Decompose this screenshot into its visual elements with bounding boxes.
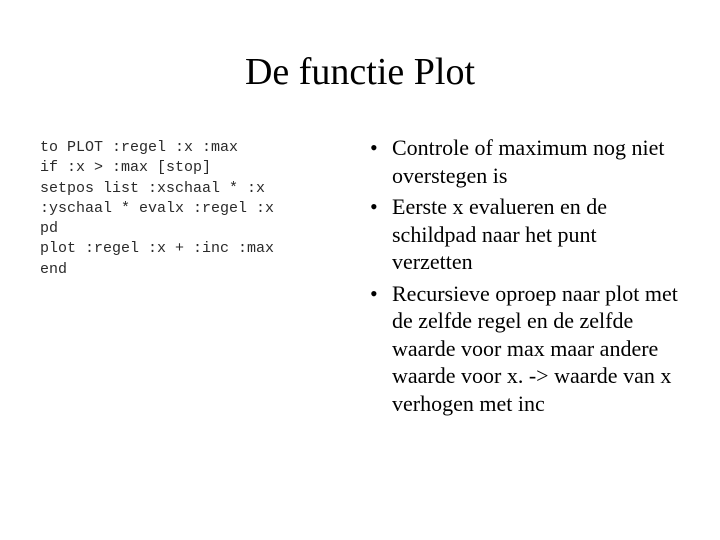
bullet-item: Recursieve oproep naar plot met de zelfd… <box>370 280 680 418</box>
code-block: to PLOT :regel :x :max if :x > :max [sto… <box>40 134 350 421</box>
content-row: to PLOT :regel :x :max if :x > :max [sto… <box>40 134 680 421</box>
slide: De functie Plot to PLOT :regel :x :max i… <box>0 0 720 540</box>
bullet-item: Controle of maximum nog niet overstegen … <box>370 134 680 189</box>
bullet-list: Controle of maximum nog niet overstegen … <box>370 134 680 421</box>
slide-title: De functie Plot <box>40 50 680 94</box>
bullet-item: Eerste x evalueren en de schildpad naar … <box>370 193 680 276</box>
